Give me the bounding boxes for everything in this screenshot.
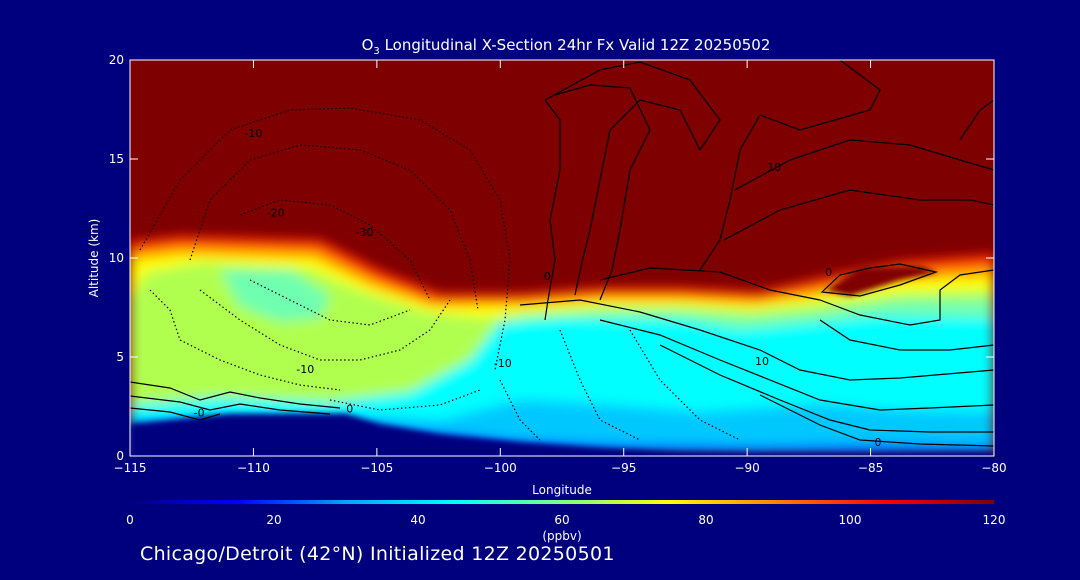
colorbar-tick-label: 60 — [554, 513, 569, 527]
contour-solid-6 — [723, 189, 994, 241]
field-cyan-green — [220, 270, 330, 322]
contour-label: 10 — [755, 355, 769, 368]
contour-label: -10 — [244, 127, 262, 140]
colorbar-ticks: 0 20 40 60 80 100 120 — [126, 513, 1005, 527]
contour-label: -0 — [194, 406, 205, 419]
colorbar-tick-label: 80 — [698, 513, 713, 527]
contour-solid-7 — [959, 99, 994, 141]
y-axis-label: Altitude (km) — [87, 219, 101, 298]
plot-area: -10 -20 -30 -10 -0 0 -10 0 10 0 10 0 — [130, 60, 994, 456]
y-tick-label: 20 — [109, 53, 124, 67]
x-tick-label: −90 — [734, 461, 759, 475]
chart-title: O3 Longitudinal X-Section 24hr Fx Valid … — [362, 36, 771, 57]
y-axis: 0 5 10 15 20 — [109, 53, 994, 463]
y-tick-label: 10 — [109, 251, 124, 265]
contour-solid-3 — [544, 99, 561, 321]
contour-label: 0 — [346, 402, 353, 415]
contour-label: -10 — [296, 363, 314, 376]
contour-label: 0 — [874, 436, 881, 449]
contour-solid-11 — [599, 319, 994, 411]
colorbar-tick-label: 120 — [983, 513, 1006, 527]
x-tick-label: −80 — [981, 461, 1006, 475]
contour-dotted-6 — [249, 279, 411, 326]
contour-dotted-8 — [559, 329, 641, 441]
contour-label: 10 — [767, 161, 781, 174]
x-axis: −115 −110 −105 −100 −95 −90 −85 −80 — [114, 60, 1007, 475]
x-tick-label: −110 — [237, 461, 270, 475]
field-surface-dark-blue — [130, 414, 994, 456]
contour-dotted-lines — [139, 107, 741, 441]
colorbar-tick-label: 100 — [839, 513, 862, 527]
colorbar-tick-label: 40 — [410, 513, 425, 527]
contour-solid-13 — [759, 394, 994, 447]
contour-dotted-9 — [629, 329, 741, 441]
colorbar-units-label: (ppbv) — [542, 529, 581, 543]
contour-solid-1 — [544, 61, 721, 296]
contour-label: -10 — [494, 357, 512, 370]
y-tick-label: 0 — [116, 449, 124, 463]
x-tick-label: −85 — [858, 461, 883, 475]
x-tick-label: −95 — [611, 461, 636, 475]
y-tick-label: 5 — [116, 350, 124, 364]
contour-solid-west-2 — [130, 395, 331, 415]
contour-solid-9 — [820, 263, 939, 297]
contour-lines — [130, 60, 994, 447]
contour-solid-west-1 — [130, 381, 341, 409]
contour-dotted-2 — [189, 144, 479, 311]
contour-dotted-4 — [149, 289, 341, 391]
contour-label: 0 — [825, 266, 832, 279]
colorbar-tick-label: 20 — [266, 513, 281, 527]
contour-solid-2 — [554, 84, 651, 301]
contour-solid-5 — [734, 139, 994, 191]
colorbar-tick-label: 0 — [126, 513, 134, 527]
contour-solid-10 — [519, 299, 994, 381]
contour-solid-8 — [599, 267, 821, 301]
colorbar — [130, 500, 994, 504]
contour-label: 0 — [544, 270, 551, 283]
y-tick-label: 15 — [109, 152, 124, 166]
contour-label: -30 — [356, 226, 374, 239]
contour-labels: -10 -20 -30 -10 -0 0 -10 0 10 0 10 0 — [194, 127, 882, 449]
contour-solid-14 — [819, 269, 994, 326]
x-tick-label: −115 — [114, 461, 147, 475]
x-axis-label: Longitude — [532, 483, 592, 497]
footer-caption: Chicago/Detroit (42°N) Initialized 12Z 2… — [140, 543, 615, 565]
contour-dotted-10 — [329, 389, 481, 411]
contour-solid-4 — [699, 60, 881, 271]
x-tick-label: −105 — [360, 461, 393, 475]
field-red-pocket-east — [826, 266, 938, 296]
contour-solid-12 — [659, 344, 994, 433]
contour-solid-15 — [819, 319, 994, 351]
x-tick-label: −100 — [484, 461, 517, 475]
contour-label: -20 — [267, 206, 285, 219]
contour-solid-west-3 — [130, 407, 221, 421]
contour-dotted-7 — [499, 379, 541, 441]
